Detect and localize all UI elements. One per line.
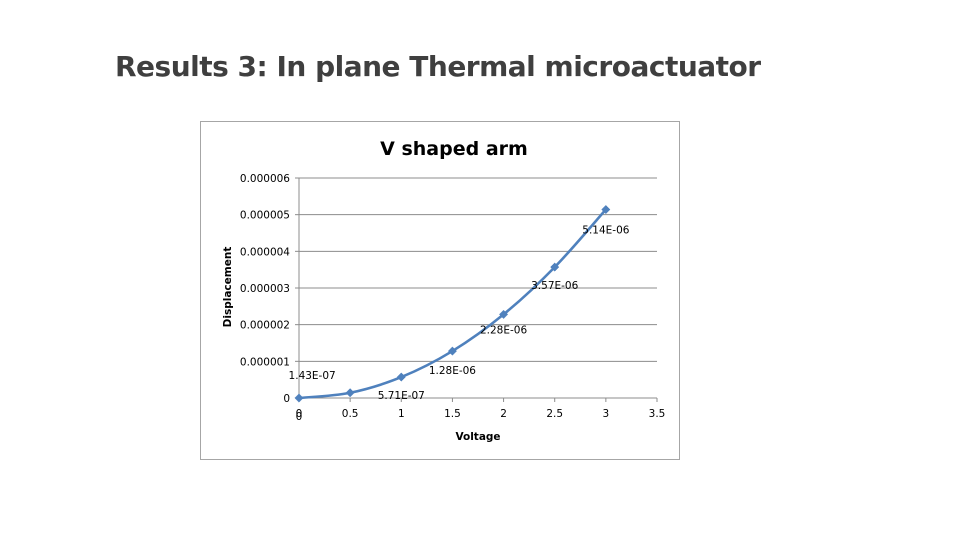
x-tick-label: 2 [500,408,507,420]
data-label: 5.71E-07 [378,390,425,402]
data-point [396,372,406,382]
y-tick-label: 0.000003 [240,283,290,295]
y-tick-labels: 0 0.000001 0.000002 0.000003 0.000004 0.00000… [240,173,290,405]
line-chart: V shaped arm 0 0.000001 0.000002 0.000003 0.… [222,138,666,443]
y-tick-label: 0.000004 [240,246,290,258]
data-label: 1.28E-06 [429,365,476,377]
x-tick-label: 0 [296,408,303,420]
y-tick-label: 0.000005 [240,210,290,222]
x-tick-label: 1 [398,408,405,420]
x-tick-label: 3 [603,408,610,420]
chart-area: V shaped arm 0 0.000001 0.000002 0.000003 0.… [200,121,680,460]
x-tick-labels: 0 0.5 1 1.5 2 2.5 3 3.5 [296,408,666,420]
data-point [499,309,509,319]
y-tick-label: 0.000001 [240,356,290,368]
y-tick-label: 0.000006 [240,173,290,185]
data-point [447,346,457,356]
x-tick-label: 2.5 [546,408,563,420]
data-point [601,204,611,215]
x-tick-label: 3.5 [649,408,666,420]
data-point [345,388,355,398]
slide-title: Results 3: In plane Thermal microactuato… [115,50,761,83]
x-tick-label: 0.5 [342,408,359,420]
data-labels: 0 1.43E-07 5.71E-07 1.28E-06 2.28E-06 3.57E-0… [289,225,630,423]
x-tick-label: 1.5 [444,408,461,420]
chart-title: V shaped arm [380,138,528,160]
data-label: 3.57E-06 [531,280,578,292]
data-label: 2.28E-06 [480,324,527,336]
data-point [294,393,304,403]
data-label: 5.14E-06 [582,225,629,237]
y-axis-label: Displacement [222,247,234,328]
y-tick-label: 0.000002 [240,320,290,332]
x-axis-label: Voltage [455,431,500,443]
axes [295,177,658,402]
data-point [550,262,560,272]
gridlines [299,177,657,362]
data-label: 0 [296,411,303,423]
data-label: 1.43E-07 [289,370,336,382]
markers [294,204,611,403]
y-tick-label: 0 [283,393,290,405]
